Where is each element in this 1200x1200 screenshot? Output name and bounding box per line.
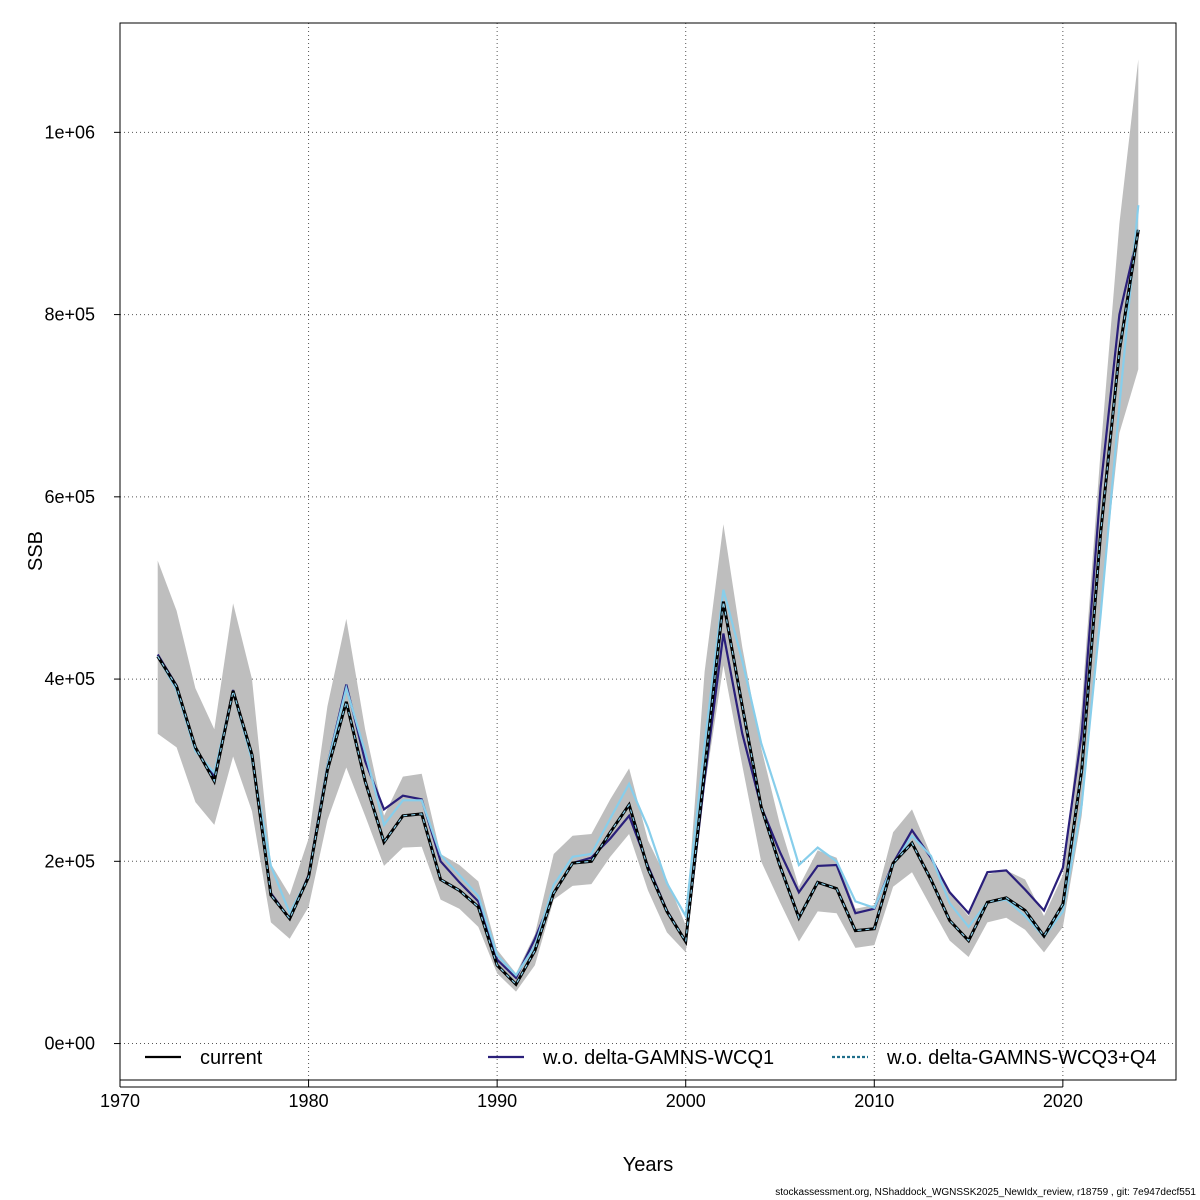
x-axis: 1970 1980 1990 2000 2010 2020 bbox=[100, 1080, 1083, 1111]
x-tick-label: 2020 bbox=[1043, 1091, 1083, 1111]
x-tick-label: 2000 bbox=[666, 1091, 706, 1111]
y-axis: 0e+00 2e+05 4e+05 6e+05 8e+05 1e+06 bbox=[44, 122, 120, 1054]
legend-label: current bbox=[200, 1047, 263, 1069]
x-axis-label: Years bbox=[623, 1154, 673, 1176]
y-tick-label: 1e+06 bbox=[44, 122, 95, 142]
legend: current w.o. delta-GAMNS-WCQ1 w.o. delta-G… bbox=[145, 1047, 1157, 1069]
series-lines bbox=[156, 205, 1140, 987]
confidence-band bbox=[157, 59, 1139, 992]
x-tick-label: 1990 bbox=[477, 1091, 517, 1111]
uncertainty-band bbox=[157, 59, 1139, 992]
grid-lines bbox=[120, 23, 1176, 1080]
y-tick-label: 4e+05 bbox=[44, 669, 95, 689]
y-tick-label: 2e+05 bbox=[44, 851, 95, 871]
legend-label: w.o. delta-GAMNS-WCQ3+Q4 bbox=[886, 1047, 1157, 1069]
x-tick-label: 1970 bbox=[100, 1091, 140, 1111]
y-tick-label: 0e+00 bbox=[44, 1034, 95, 1054]
y-tick-label: 6e+05 bbox=[44, 487, 95, 507]
series-line-current-dashed-overlay bbox=[157, 229, 1139, 986]
y-tick-label: 8e+05 bbox=[44, 305, 95, 325]
x-tick-label: 1980 bbox=[289, 1091, 329, 1111]
x-tick-label: 2010 bbox=[854, 1091, 894, 1111]
legend-label: w.o. delta-GAMNS-WCQ1 bbox=[542, 1047, 774, 1069]
y-axis-label: SSB bbox=[25, 531, 47, 571]
footer-note: stockassessment.org, NShaddock_WGNSSK202… bbox=[775, 1187, 1196, 1198]
plot-frame bbox=[119, 22, 1177, 1081]
